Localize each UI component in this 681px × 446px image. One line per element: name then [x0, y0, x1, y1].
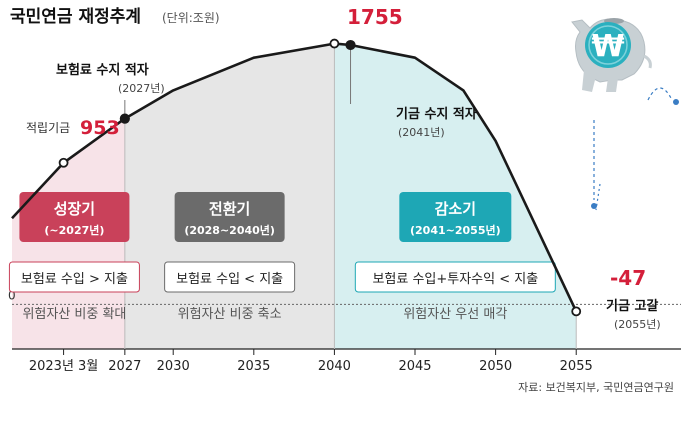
stage-policy-text: 위험자산 비중 확대 — [22, 307, 126, 322]
fund-deficit-label: 기금 수지 적자 — [396, 106, 477, 122]
stage-period: (2041~2055년) — [410, 223, 501, 237]
data-point-marker — [119, 113, 130, 124]
stage-balance-text: 보험료 수입 < 지출 — [176, 272, 283, 287]
source-note: 자료: 보건복지부, 국민연금연구원 — [518, 381, 674, 394]
stage-period: (~2027년) — [44, 223, 104, 237]
current-fund-value: 953 — [80, 117, 120, 139]
chart-title: 국민연금 재정추계 — [10, 7, 141, 27]
data-point-marker — [571, 306, 582, 317]
current-fund-label: 적립기금 — [26, 121, 70, 135]
depletion-value: -47 — [610, 266, 646, 290]
data-point-marker — [345, 39, 356, 51]
stage-balance-text: 보험료 수입 > 지출 — [21, 272, 128, 287]
peak-value: 1755 — [347, 5, 403, 29]
stage-name: 성장기 — [54, 200, 95, 218]
svg-text:₩: ₩ — [591, 29, 624, 64]
premium-deficit-year: (2027년) — [118, 82, 165, 95]
x-tick-label: 2050 — [479, 359, 512, 374]
x-tick-label: 2040 — [318, 359, 351, 374]
x-tick-label: 2023년 3월 — [29, 359, 98, 374]
stage-balance-box — [8, 261, 140, 293]
won-coin-icon — [585, 22, 631, 68]
stage-period: (2028~2040년) — [184, 223, 275, 237]
stage-balance-box — [164, 261, 296, 293]
zero-label: 0 — [8, 288, 16, 302]
unit-label: (단위:조원) — [162, 11, 220, 25]
stage-1-badge: 성장기 (~2027년) — [19, 192, 130, 242]
falling-coins-decoration — [591, 87, 679, 211]
x-tick-label: 2035 — [237, 359, 270, 374]
stage-policy-text: 위험자산 우선 매각 — [403, 307, 507, 322]
stage-3-badge: 감소기 (2041~2055년) — [399, 192, 512, 242]
premium-deficit-label: 보험료 수지 적자 — [56, 62, 149, 78]
stage-2-badge: 전환기 (2028~2040년) — [174, 192, 285, 242]
x-tick-label: 2055 — [560, 359, 593, 374]
data-point-marker — [329, 38, 340, 49]
x-tick-label: 2045 — [398, 359, 431, 374]
depletion-label: 기금 고갈 — [606, 299, 658, 314]
stage-balance-text: 보험료 수입+투자수익 < 지출 — [372, 272, 538, 287]
x-tick-label: 2030 — [157, 359, 190, 374]
data-point-marker — [58, 157, 69, 168]
fund-deficit-year: (2041년) — [398, 126, 445, 139]
stage-name: 감소기 — [435, 200, 476, 218]
x-tick-label: 2027 — [108, 359, 141, 374]
piggy-bank-icon: ₩ — [571, 18, 652, 92]
stage-policy-text: 위험자산 비중 축소 — [178, 307, 282, 322]
depletion-year: (2055년) — [614, 318, 661, 331]
stage-balance-box — [354, 261, 556, 293]
stage-name: 전환기 — [209, 200, 250, 218]
